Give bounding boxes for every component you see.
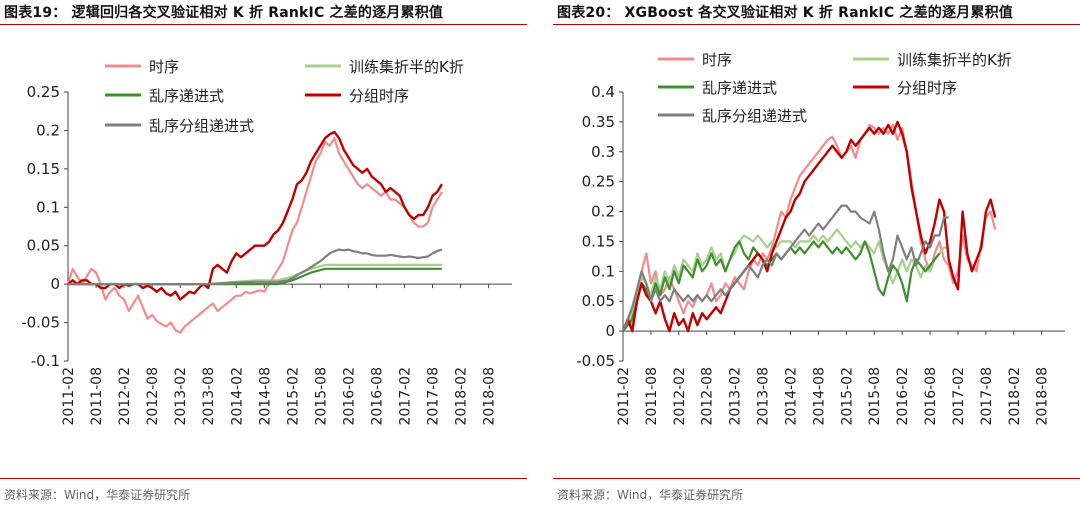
y-tick-label: 0.3 — [591, 143, 615, 161]
x-tick-label: 2015-08 — [867, 367, 883, 426]
legend-label: 乱序递进式 — [702, 79, 777, 97]
x-tick-label: 2011-02 — [61, 367, 77, 426]
y-tick-label: 0.05 — [27, 237, 60, 255]
chart-title: 图表20： XGBoost 各交叉验证相对 K 折 RankIC 之差的逐月累积… — [557, 5, 1013, 21]
legend-label: 训练集折半的K折 — [349, 58, 464, 76]
x-tick-label: 2013-08 — [201, 367, 217, 426]
x-tick-label: 2016-02 — [895, 367, 911, 426]
footer-rule — [0, 478, 527, 479]
y-tick-label: 0.2 — [591, 203, 615, 221]
x-tick-label: 2014-02 — [783, 367, 799, 426]
series-line — [621, 204, 949, 332]
x-tick-label: 2015-02 — [285, 367, 301, 426]
legend-label: 时序 — [149, 58, 179, 76]
chart-panel-right: 图表20： XGBoost 各交叉验证相对 K 折 RankIC 之差的逐月累积… — [553, 0, 1080, 507]
title-rule — [553, 24, 1080, 25]
source-note: 资料来源：Wind，华泰证券研究所 — [557, 488, 744, 502]
y-tick-label: 0.35 — [582, 113, 615, 131]
x-tick-label: 2011-02 — [616, 367, 632, 426]
series-line — [67, 130, 443, 301]
y-tick-label: 0.15 — [582, 232, 615, 250]
footer-rule — [553, 478, 1080, 479]
x-tick-label: 2015-08 — [313, 367, 329, 426]
x-tick-label: 2016-08 — [923, 367, 939, 426]
x-tick-label: 2013-02 — [173, 367, 189, 426]
legend-label: 乱序分组递进式 — [702, 107, 807, 125]
x-tick-label: 2012-08 — [145, 367, 161, 426]
chart-title: 图表19： 逻辑回归各交叉验证相对 K 折 RankIC 之差的逐月累积值 — [4, 5, 444, 21]
chart-svg: -0.05 0 0.05 0.1 0.15 0.2 0.25 0.3 0.35 0.4 2011-0… — [576, 51, 1065, 426]
series-line — [621, 123, 997, 332]
x-tick-label: 2012-02 — [672, 367, 688, 426]
y-tick-label: 0 — [50, 275, 60, 293]
x-tick-label: 2018-02 — [454, 367, 470, 426]
x-tick-label: 2018-02 — [1007, 367, 1023, 426]
chart-panel-left: 图表19： 逻辑回归各交叉验证相对 K 折 RankIC 之差的逐月累积值 -0… — [0, 0, 527, 507]
x-tick-label: 2011-08 — [89, 367, 105, 426]
x-tick-label: 2013-08 — [756, 367, 772, 426]
series-line — [622, 228, 949, 332]
y-tick-label: 0.2 — [36, 121, 60, 139]
title-rule — [0, 24, 527, 25]
x-tick-label: 2014-08 — [811, 367, 827, 426]
chart-svg: -0.1 -0.05 0 0.05 0.1 0.15 0.2 0.25 2011-02 2011-… — [21, 58, 512, 426]
y-tick-label: 0.25 — [27, 83, 60, 101]
x-tick-label: 2014-02 — [229, 367, 245, 426]
series-line — [66, 137, 443, 334]
x-tick-label: 2017-08 — [426, 367, 442, 426]
y-tick-label: 0.25 — [582, 173, 615, 191]
y-tick-label: 0.1 — [36, 198, 60, 216]
y-tick-label: -0.05 — [576, 352, 615, 370]
x-tick-label: 2017-02 — [398, 367, 414, 426]
x-tick-label: 2017-02 — [951, 367, 967, 426]
x-tick-label: 2018-08 — [1035, 367, 1051, 426]
x-tick-label: 2012-02 — [117, 367, 133, 426]
y-tick-label: 0.15 — [27, 160, 60, 178]
source-note: 资料来源：Wind，华泰证券研究所 — [4, 488, 191, 502]
x-tick-label: 2016-02 — [341, 367, 357, 426]
legend-label: 分组时序 — [897, 79, 957, 97]
series-line — [622, 240, 941, 332]
y-tick-label: -0.05 — [21, 314, 60, 332]
y-tick-label: 0 — [605, 322, 615, 340]
x-tick-label: 2011-08 — [644, 367, 660, 426]
x-tick-label: 2014-08 — [257, 367, 273, 426]
legend-label: 时序 — [702, 51, 732, 69]
series-line — [68, 248, 443, 286]
legend-label: 分组时序 — [349, 87, 409, 105]
x-tick-label: 2015-02 — [839, 367, 855, 426]
legend-label: 训练集折半的K折 — [897, 51, 1012, 69]
y-tick-label: 0.1 — [591, 262, 615, 280]
y-tick-label: 0.4 — [591, 83, 615, 101]
x-tick-label: 2013-02 — [728, 367, 744, 426]
x-tick-label: 2012-08 — [700, 367, 716, 426]
x-tick-label: 2018-08 — [482, 367, 498, 426]
x-tick-label: 2016-08 — [369, 367, 385, 426]
x-tick-label: 2017-08 — [979, 367, 995, 426]
legend-label: 乱序递进式 — [149, 87, 224, 105]
y-tick-label: 0.05 — [582, 292, 615, 310]
legend-label: 乱序分组递进式 — [149, 117, 254, 135]
series-line — [621, 120, 997, 333]
y-tick-label: -0.1 — [31, 352, 60, 370]
